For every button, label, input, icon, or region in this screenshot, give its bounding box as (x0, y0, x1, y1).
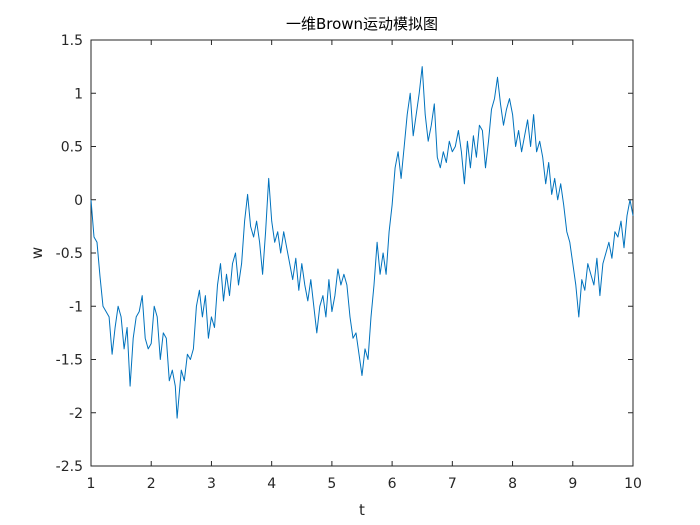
y-tick-label: -1 (69, 299, 83, 315)
x-tick-label: 6 (388, 476, 397, 492)
x-tick-label: 10 (624, 476, 642, 492)
plot-area (90, 39, 634, 467)
y-tick-label: 0.5 (61, 140, 83, 156)
x-tick-label: 2 (147, 476, 156, 492)
y-tick-label: 0 (74, 193, 83, 209)
x-tick-label: 7 (448, 476, 457, 492)
x-tick-label: 4 (267, 476, 276, 492)
y-tick-label: 1 (74, 86, 83, 102)
x-tick-label: 9 (568, 476, 577, 492)
y-tick-label: 1.5 (61, 33, 83, 49)
x-tick-label: 3 (207, 476, 216, 492)
y-tick-label: -1.5 (56, 353, 83, 369)
x-axis-label: t (359, 501, 365, 519)
chart-title: 一维Brown运动模拟图 (286, 15, 438, 33)
y-axis-label: w (28, 247, 46, 259)
y-tick-label: -2.5 (56, 459, 83, 475)
axes-box (90, 39, 634, 467)
y-tick-label: -2 (69, 406, 83, 422)
y-tick-label: -0.5 (56, 246, 83, 262)
x-tick-label: 5 (327, 476, 336, 492)
x-tick-label: 1 (87, 476, 96, 492)
x-tick-label: 8 (508, 476, 517, 492)
axis-ticks: 1 2 3 4 5 6 7 8 9 10 -2.5 -2 -1.5 -1 -0.5 0 0.5 1 1.5 (56, 33, 642, 492)
series-line-0 (90, 66, 634, 419)
